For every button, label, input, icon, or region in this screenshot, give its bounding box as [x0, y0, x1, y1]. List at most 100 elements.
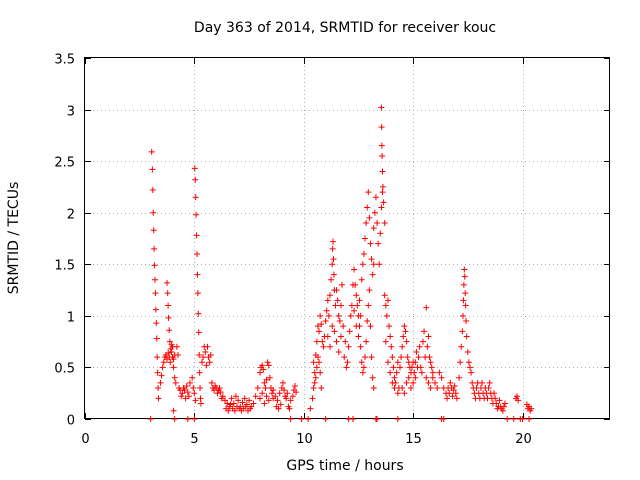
data-point: [154, 354, 161, 361]
y-tick-label: 3: [67, 105, 75, 120]
data-point: [423, 374, 430, 381]
data-point: [462, 290, 469, 297]
data-point: [287, 397, 294, 404]
data-point: [416, 343, 423, 350]
data-point: [341, 354, 348, 361]
data-point: [168, 348, 175, 355]
data-point: [496, 397, 503, 404]
data-point: [510, 416, 517, 422]
data-point: [333, 287, 340, 294]
data-point: [352, 281, 359, 288]
data-point: [514, 393, 521, 400]
data-point: [147, 416, 154, 422]
data-point: [403, 338, 410, 345]
data-point: [467, 364, 473, 371]
data-point: [519, 416, 526, 422]
data-point: [219, 393, 226, 400]
data-point: [389, 354, 396, 361]
data-point: [371, 209, 378, 216]
data-point: [486, 379, 493, 386]
data-point: [231, 407, 238, 414]
data-point: [170, 356, 177, 363]
data-point: [397, 364, 403, 371]
data-point: [456, 374, 463, 381]
data-point: [179, 390, 186, 397]
data-point: [165, 302, 172, 309]
data-point: [155, 385, 162, 392]
data-point: [181, 387, 188, 394]
data-point: [424, 343, 431, 350]
data-point: [158, 372, 165, 379]
data-point: [493, 400, 500, 407]
data-point: [387, 369, 394, 376]
data-point: [429, 374, 436, 381]
data-point: [458, 343, 465, 350]
data-point: [335, 348, 342, 355]
data-point: [332, 302, 339, 309]
data-point: [196, 352, 203, 359]
data-point: [370, 225, 377, 232]
data-point: [167, 359, 174, 366]
data-point: [401, 323, 408, 330]
data-point: [330, 256, 337, 263]
data-point: [399, 343, 406, 350]
data-point: [372, 194, 379, 201]
data-point: [343, 364, 350, 371]
data-point: [196, 369, 203, 376]
data-point: [337, 302, 344, 309]
data-point: [491, 390, 498, 397]
data-point: [333, 338, 340, 345]
data-point: [305, 416, 312, 422]
data-point: [283, 395, 290, 402]
data-point: [421, 328, 428, 335]
data-point: [331, 328, 338, 335]
data-point: [206, 359, 213, 366]
data-point: [192, 397, 199, 404]
data-point: [463, 333, 470, 340]
data-point: [191, 165, 198, 172]
data-point: [374, 416, 381, 422]
data-point: [393, 369, 400, 376]
data-point: [384, 359, 391, 366]
data-point: [499, 407, 506, 414]
data-point: [247, 405, 254, 412]
data-point: [190, 385, 197, 392]
data-point: [391, 374, 398, 381]
data-point: [345, 343, 352, 350]
data-point: [451, 382, 458, 389]
data-point: [363, 338, 370, 345]
data-point: [239, 399, 246, 406]
data-point: [502, 400, 508, 407]
data-point: [259, 390, 266, 397]
data-point: [324, 297, 331, 304]
data-point: [379, 183, 386, 190]
data-point: [353, 323, 360, 330]
data-point: [225, 407, 232, 414]
data-point: [257, 395, 263, 402]
data-point: [404, 354, 411, 361]
x-tick-label: 0: [81, 432, 89, 447]
data-point: [261, 400, 268, 407]
data-point: [461, 273, 468, 280]
data-point: [202, 348, 209, 355]
data-point: [252, 393, 259, 400]
data-point: [152, 306, 159, 313]
data-point: [357, 343, 364, 350]
y-axis-label: SRMTID / TECUs: [6, 182, 22, 295]
data-point: [411, 369, 418, 376]
data-point: [403, 379, 410, 386]
data-point: [170, 364, 177, 371]
grid-layer: [85, 58, 610, 419]
data-point: [389, 379, 396, 386]
data-point: [230, 400, 237, 407]
data-point: [318, 321, 325, 328]
data-point: [164, 290, 171, 297]
data-point: [337, 333, 344, 340]
data-point: [289, 393, 296, 400]
data-point: [235, 397, 242, 404]
data-point: [400, 333, 407, 340]
data-point: [427, 385, 434, 392]
data-point: [387, 333, 394, 340]
data-point: [242, 403, 249, 410]
data-point: [170, 407, 177, 414]
